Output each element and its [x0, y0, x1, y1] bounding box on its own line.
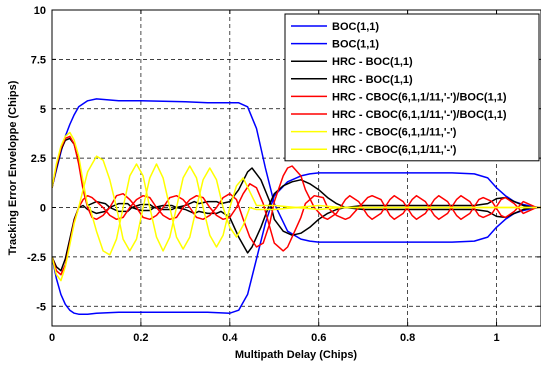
x-tick-label: 0 — [49, 332, 55, 344]
y-tick-label: 10 — [34, 5, 46, 17]
legend-label-4: HRC - BOC(1,1) — [332, 74, 413, 86]
y-tick-label: 7.5 — [31, 54, 46, 66]
legend-label-8: HRC - CBOC(6,1,1/11,'-') — [332, 144, 457, 156]
series-line-2 — [52, 172, 541, 315]
legend-label-3: HRC - BOC(1,1) — [332, 56, 413, 68]
y-tick-label: 2.5 — [31, 153, 46, 165]
series-line-6 — [52, 183, 541, 276]
series-line-1 — [52, 98, 541, 243]
x-tick-label: 0.4 — [222, 332, 238, 344]
x-tick-label: 0.8 — [400, 332, 415, 344]
x-axis-label: Multipath Delay (Chips) — [235, 349, 358, 361]
series-line-8 — [52, 155, 541, 282]
legend-label-5: HRC - CBOC(6,1,1/11,'-')/BOC(1,1) — [332, 91, 507, 103]
plot-frame — [51, 9, 541, 327]
legend-label-6: HRC - CBOC(6,1,1/11,'-')/BOC(1,1) — [332, 109, 507, 121]
legend-label-1: BOC(1,1) — [332, 21, 379, 33]
x-tick-label: 1 — [493, 332, 499, 344]
x-tick-label: 0.6 — [311, 332, 326, 344]
series-line-5 — [52, 135, 541, 248]
legend-box — [284, 13, 540, 162]
y-tick-label: -2.5 — [27, 252, 46, 264]
legend-label-2: BOC(1,1) — [332, 39, 379, 51]
y-tick-label: 0 — [40, 203, 46, 215]
x-tick-label: 0.2 — [133, 332, 148, 344]
y-tick-label: -5 — [36, 301, 46, 313]
data-series — [52, 98, 541, 315]
legend: BOC(1,1) BOC(1,1) HRC - BOC(1,1) HRC - BOC(… — [284, 13, 540, 162]
y-axis-label: Tracking Error Enveloppe (Chips) — [7, 80, 19, 255]
y-tick-label: 5 — [40, 104, 46, 116]
axis-ticks: 0 0.2 0.4 0.6 0.8 1 -5 -2.5 0 2.5 5 7.5 10 — [27, 5, 541, 344]
legend-label-7: HRC - CBOC(6,1,1/11,'-') — [332, 127, 457, 139]
